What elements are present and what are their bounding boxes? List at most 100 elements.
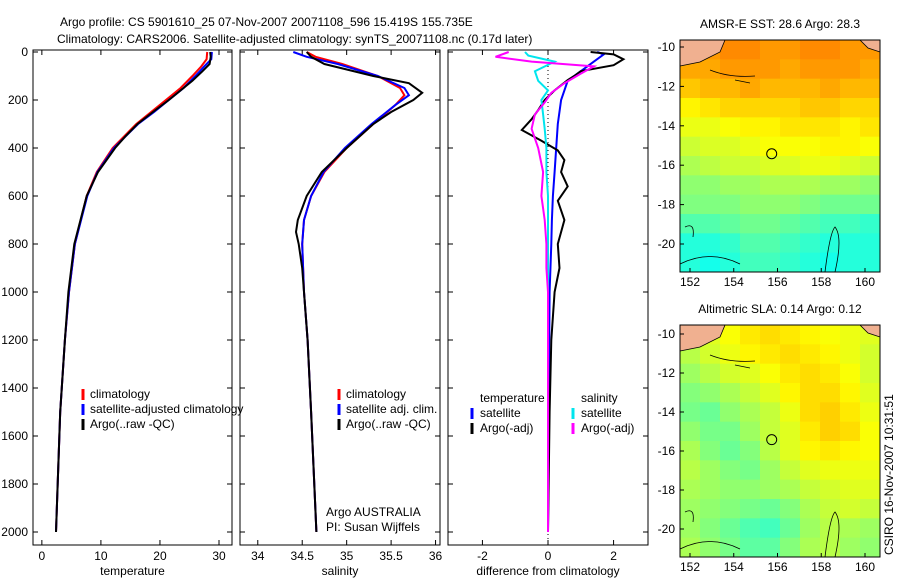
y-tick-label: -16 — [658, 158, 676, 172]
heatmap-cell — [700, 233, 721, 254]
x-tick-label: 160 — [855, 560, 875, 574]
heatmap-cell — [800, 518, 821, 539]
y-tick-label: -10 — [658, 40, 676, 54]
heatmap-cell — [860, 518, 881, 539]
heatmap-cell — [820, 40, 841, 60]
y-tick-label: -18 — [658, 198, 676, 212]
x-tick-label: 158 — [811, 560, 831, 574]
heatmap-cell — [700, 363, 721, 384]
heatmap-cell — [720, 402, 741, 423]
heatmap-cell — [860, 537, 881, 558]
heatmap-cell — [800, 117, 821, 138]
y-tick-label: -20 — [658, 237, 676, 251]
heatmap-cell — [840, 518, 861, 539]
heatmap-cell — [740, 214, 761, 234]
heatmap-cell — [720, 537, 741, 558]
legend-label: satellite — [480, 406, 521, 420]
y-tick-label: 1400 — [1, 381, 28, 395]
series-line-salinity-satellite — [524, 51, 558, 532]
title-line-1: Argo profile: CS 5901610_25 07-Nov-2007 … — [60, 15, 473, 29]
heatmap-cell — [700, 175, 721, 196]
heatmap-cell — [740, 40, 761, 60]
heatmap-cell — [820, 518, 841, 539]
heatmap-cell — [700, 252, 721, 273]
y-tick-label: 200 — [8, 93, 28, 107]
x-tick-label: 160 — [855, 275, 875, 289]
heatmap-cell — [780, 78, 801, 99]
x-tick-label: 36 — [429, 549, 443, 563]
heatmap-cell — [800, 78, 821, 99]
heatmap-cell — [740, 344, 761, 365]
heatmap-cell — [820, 363, 841, 384]
heatmap-cell — [760, 194, 781, 215]
heatmap-cell — [760, 117, 781, 138]
heatmap-cell — [800, 175, 821, 196]
heatmap-cell — [860, 499, 881, 519]
x-tick-label: 152 — [680, 275, 700, 289]
heatmap-cell — [800, 499, 821, 519]
heatmap-cell — [680, 421, 701, 442]
heatmap-cell — [820, 175, 841, 196]
heatmap-cell — [700, 194, 721, 215]
heatmap-cell — [780, 441, 801, 461]
heatmap-cell — [800, 441, 821, 461]
x-tick-label: 154 — [724, 560, 744, 574]
series-line-satellite-adjusted-climatology — [55, 51, 213, 533]
heatmap-cell — [760, 325, 781, 345]
x-tick-label: 30 — [212, 549, 226, 563]
map-frame — [679, 324, 881, 558]
heatmap-cell — [700, 537, 721, 558]
heatmap-cell — [740, 441, 761, 461]
series-line-climatology — [301, 51, 406, 533]
argo-float-marker — [766, 434, 778, 446]
heatmap-cell — [840, 383, 861, 403]
heatmap-cell — [740, 117, 761, 138]
heatmap-cell — [780, 136, 801, 157]
y-tick-label: 1800 — [1, 477, 28, 491]
heatmap-cell — [720, 460, 741, 481]
map-title: Altimetric SLA: 0.14 Argo: 0.12 — [698, 302, 862, 316]
heatmap-cell — [840, 194, 861, 215]
heatmap-cell — [760, 233, 781, 254]
legend-label: Argo(-adj) — [480, 421, 533, 435]
y-tick-label: 1200 — [1, 333, 28, 347]
heatmap-cell — [700, 460, 721, 481]
heatmap-cell — [760, 175, 781, 196]
heatmap-cell — [820, 252, 841, 273]
x-tick-label: 152 — [680, 560, 700, 574]
heatmap-cell — [740, 175, 761, 196]
heatmap-cell — [720, 233, 741, 254]
heatmap-cell — [780, 344, 801, 365]
heatmap-cell — [760, 363, 781, 384]
heatmap-cell — [860, 344, 881, 365]
heatmap-cell — [760, 78, 781, 99]
heatmap-cell — [760, 136, 781, 157]
heatmap-cell — [700, 98, 721, 118]
heatmap-cell — [760, 98, 781, 118]
heatmap-cell — [840, 175, 861, 196]
heatmap-cell — [740, 383, 761, 403]
y-tick-label: -14 — [658, 119, 676, 133]
x-tick-label: 0 — [545, 549, 552, 563]
heatmap-cell — [720, 78, 741, 99]
legend-label: Argo(-adj) — [581, 421, 634, 435]
heatmap-cell — [700, 214, 721, 234]
heatmap-cell — [780, 421, 801, 442]
y-tick-label: 1000 — [1, 285, 28, 299]
heatmap-cell — [700, 59, 721, 80]
y-tick-label: -10 — [658, 327, 676, 341]
heatmap-cell — [800, 214, 821, 234]
heatmap-cell — [680, 363, 701, 384]
heatmap-cell — [780, 233, 801, 254]
heatmap-cell — [860, 78, 881, 99]
heatmap-cell — [780, 363, 801, 384]
series-line-temperature-argo-adj- — [520, 51, 626, 533]
heatmap-cell — [720, 98, 741, 118]
series-line-satellite-adj-clim- — [292, 51, 411, 533]
heatmap-cell — [860, 479, 881, 500]
heatmap-cell — [780, 156, 801, 176]
y-tick-label: 800 — [8, 237, 28, 251]
heatmap-cell — [680, 518, 701, 539]
series-line-temperature-satellite — [547, 51, 606, 533]
heatmap-cell — [700, 518, 721, 539]
